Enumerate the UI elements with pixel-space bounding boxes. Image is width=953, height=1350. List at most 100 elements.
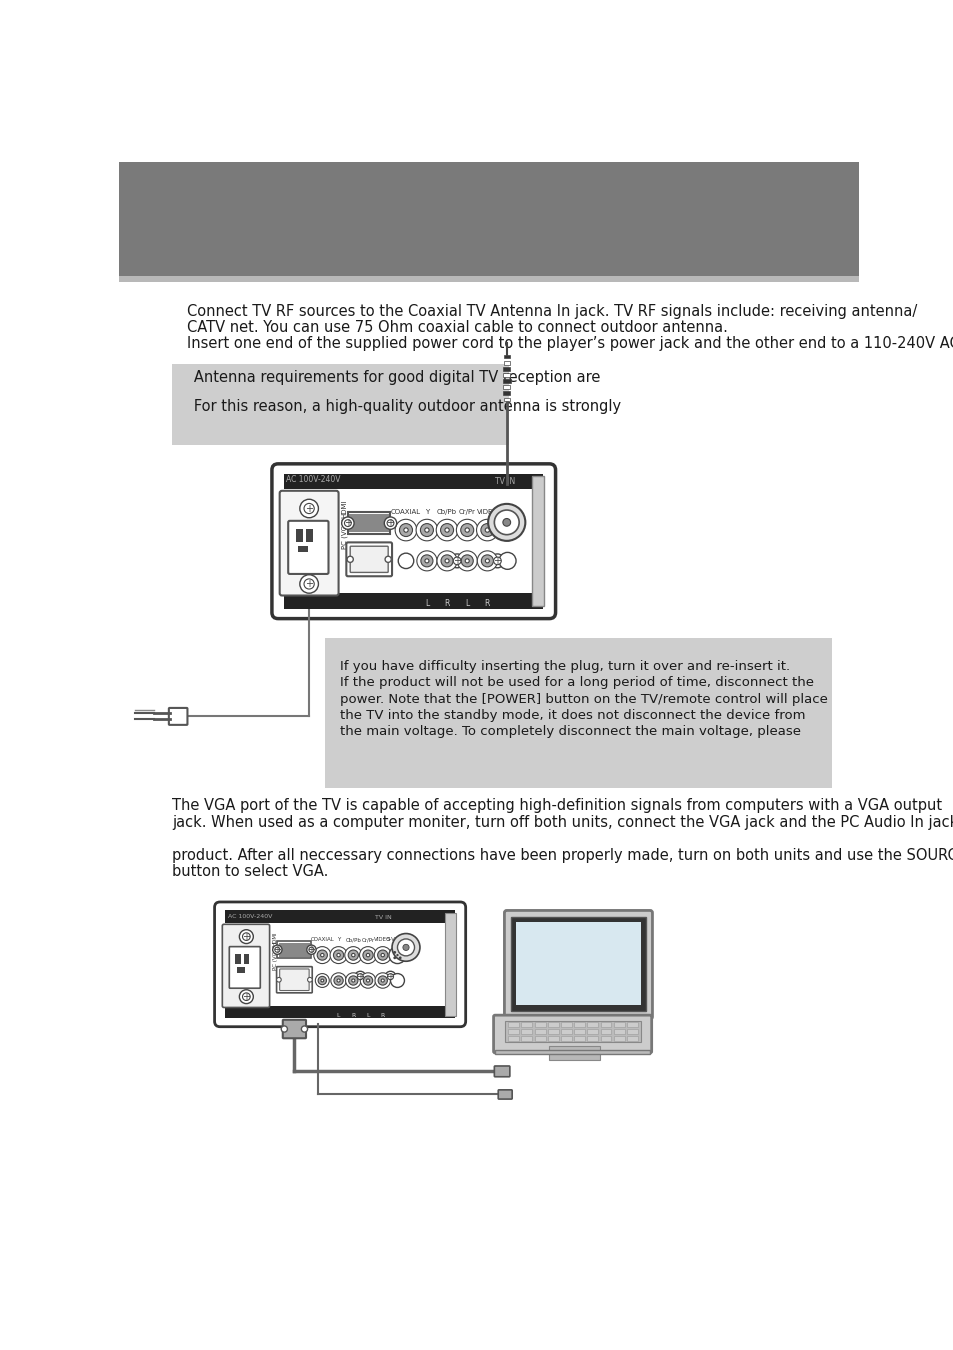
Circle shape [307, 945, 315, 954]
Circle shape [453, 558, 460, 564]
Circle shape [352, 953, 355, 957]
Circle shape [416, 551, 436, 571]
Circle shape [384, 517, 396, 529]
Circle shape [281, 1026, 287, 1033]
Bar [521, 1022, 532, 1027]
Text: R: R [484, 599, 490, 609]
Circle shape [355, 971, 365, 981]
Circle shape [341, 517, 354, 529]
Circle shape [402, 944, 409, 950]
Circle shape [334, 976, 343, 986]
Circle shape [389, 946, 406, 964]
Circle shape [436, 520, 457, 541]
Bar [587, 1035, 598, 1041]
Circle shape [309, 948, 314, 952]
Circle shape [460, 524, 474, 536]
Text: +: + [355, 972, 364, 981]
FancyBboxPatch shape [346, 543, 392, 576]
Text: AC 100V-240V: AC 100V-240V [228, 914, 272, 919]
Circle shape [387, 520, 394, 526]
Circle shape [420, 524, 433, 536]
Bar [560, 1029, 571, 1034]
Bar [613, 1035, 624, 1041]
Text: COAXIAL: COAXIAL [391, 509, 420, 514]
Circle shape [476, 520, 497, 541]
FancyBboxPatch shape [214, 902, 465, 1027]
Text: HDMI: HDMI [341, 500, 347, 518]
Bar [587, 1022, 598, 1027]
Bar [587, 1029, 598, 1034]
Circle shape [360, 973, 375, 988]
Bar [278, 942, 310, 957]
Bar [516, 922, 640, 1006]
Circle shape [436, 551, 456, 571]
Text: L: L [366, 1012, 370, 1018]
Circle shape [344, 946, 361, 964]
Text: +: + [453, 556, 460, 566]
Text: TV IN: TV IN [375, 915, 392, 919]
Circle shape [488, 504, 525, 541]
Bar [547, 1022, 558, 1027]
Text: L: L [336, 1012, 340, 1018]
FancyBboxPatch shape [510, 918, 645, 1011]
FancyBboxPatch shape [279, 491, 338, 595]
FancyBboxPatch shape [493, 1015, 651, 1053]
Circle shape [416, 520, 437, 541]
Circle shape [385, 556, 391, 563]
FancyBboxPatch shape [288, 521, 328, 574]
Circle shape [336, 953, 340, 957]
Bar [503, 367, 510, 371]
Circle shape [465, 559, 469, 563]
Bar [521, 1035, 532, 1041]
Text: R: R [351, 1012, 355, 1018]
Circle shape [348, 976, 357, 986]
Circle shape [398, 950, 401, 953]
Bar [599, 1035, 611, 1041]
Bar [613, 1022, 624, 1027]
Circle shape [392, 934, 419, 961]
Bar [508, 1035, 518, 1041]
Circle shape [393, 956, 395, 960]
Bar [508, 1022, 518, 1027]
Text: the main voltage. To completely disconnect the main voltage, please: the main voltage. To completely disconne… [340, 725, 801, 738]
Bar [306, 528, 313, 543]
Text: +: + [242, 931, 250, 941]
Circle shape [390, 973, 404, 987]
Bar [225, 1006, 455, 1018]
Circle shape [239, 930, 253, 944]
Circle shape [357, 973, 363, 980]
Text: If the product will not be used for a long period of time, disconnect the: If the product will not be used for a lo… [340, 676, 813, 690]
Circle shape [485, 528, 489, 532]
Bar [503, 392, 510, 396]
FancyBboxPatch shape [222, 925, 270, 1007]
Text: +: + [493, 556, 501, 566]
Text: +: + [274, 945, 281, 954]
Circle shape [480, 524, 494, 536]
Circle shape [344, 520, 351, 526]
Text: AC 100V-240V: AC 100V-240V [286, 475, 340, 485]
Circle shape [345, 973, 360, 988]
Text: L: L [465, 599, 469, 609]
Circle shape [359, 946, 376, 964]
Bar [349, 514, 389, 532]
Bar [236, 968, 245, 973]
Bar [172, 363, 509, 444]
Circle shape [398, 956, 401, 960]
FancyBboxPatch shape [348, 513, 390, 533]
Circle shape [334, 950, 343, 960]
Text: Insert one end of the supplied power cord to the player’s power jack and the oth: Insert one end of the supplied power cor… [187, 336, 953, 351]
Circle shape [493, 558, 500, 564]
Circle shape [387, 973, 393, 980]
Text: Cr/Pr: Cr/Pr [361, 937, 375, 942]
Circle shape [445, 559, 449, 563]
Bar [534, 1035, 545, 1041]
Bar [119, 282, 858, 1202]
Circle shape [502, 518, 510, 526]
Text: VIDEO: VIDEO [476, 509, 497, 514]
Bar [574, 1022, 584, 1027]
Text: CATV net. You can use 75 Ohm coaxial cable to connect outdoor antenna.: CATV net. You can use 75 Ohm coaxial cab… [187, 320, 727, 335]
FancyBboxPatch shape [276, 967, 312, 992]
Text: TV IN: TV IN [495, 477, 515, 486]
Bar [503, 360, 510, 365]
FancyBboxPatch shape [282, 1019, 306, 1038]
